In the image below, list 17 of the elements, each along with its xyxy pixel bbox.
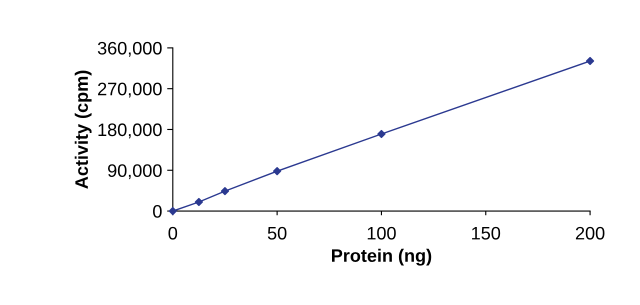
x-tick-label: 50	[268, 226, 286, 240]
point	[377, 130, 386, 138]
y-axis-title: Activity (cpm)	[74, 70, 92, 189]
x-tick-label: 100	[368, 226, 396, 240]
point	[586, 56, 594, 66]
y-tick-label: 270,000	[98, 82, 162, 98]
y-tick-label: 90,000	[108, 164, 162, 180]
y-tick-label: 360,000	[98, 42, 162, 57]
y-tick-label: 180,000	[98, 123, 162, 138]
x-tick-label: 200	[576, 226, 604, 240]
x-axis-title: Protein (ng)	[332, 248, 432, 266]
point	[273, 167, 282, 176]
point	[194, 198, 203, 206]
x-tick-label: 0	[168, 226, 178, 240]
x-tick-label: 150	[472, 226, 500, 240]
point	[220, 187, 230, 196]
y-tick-label: 0	[153, 204, 162, 218]
